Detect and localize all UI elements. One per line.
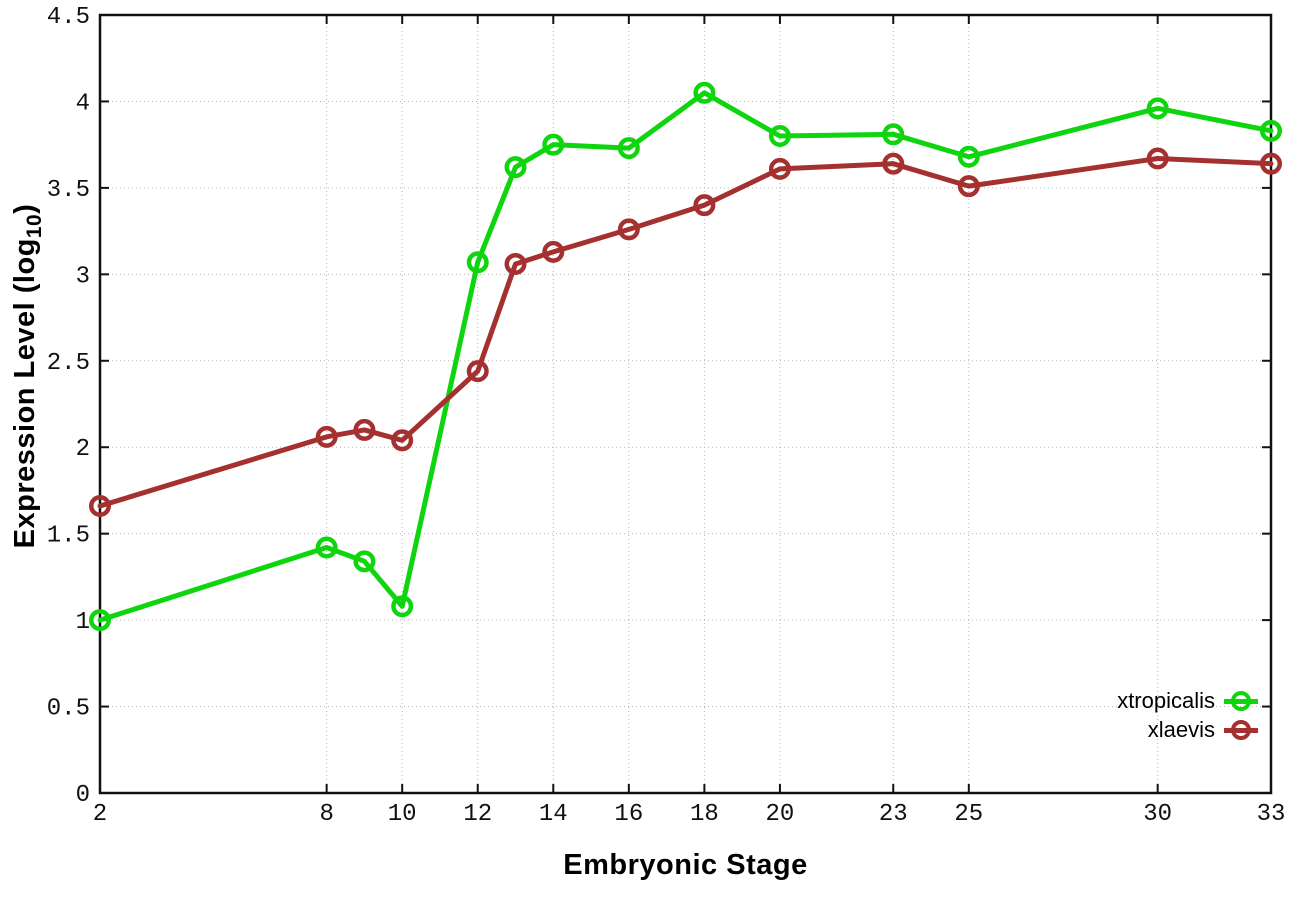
data-point-xlaevis (504, 252, 527, 275)
data-point-xtropicalis (882, 123, 905, 146)
data-point-xlaevis (315, 425, 338, 448)
y-tick-label: 0.5 (47, 696, 90, 723)
data-point-xtropicalis (957, 145, 980, 168)
data-point-xlaevis (617, 218, 640, 241)
legend-sample-xtropicalis (1224, 689, 1258, 713)
x-tick-label: 33 (1257, 801, 1286, 828)
y-tick-label: 0 (76, 782, 90, 809)
data-point-xlaevis (466, 360, 489, 383)
data-point-xtropicalis (1146, 97, 1169, 120)
y-tick-label: 2.5 (47, 350, 90, 377)
series-line-xlaevis (97, 155, 1274, 509)
x-tick-label: 16 (614, 801, 643, 828)
x-tick-label: 2 (93, 801, 107, 828)
x-tick-label: 23 (879, 801, 908, 828)
y-axis-title-close: ) (9, 203, 41, 214)
y-tick-label: 4.5 (47, 4, 90, 31)
y-tick-label: 4 (76, 90, 90, 117)
y-tick-label: 3.5 (47, 177, 90, 204)
x-tick-label: 12 (463, 801, 492, 828)
x-tick-label: 25 (954, 801, 983, 828)
y-axis-title-subscript: 10 (22, 213, 46, 239)
legend-label-xtropicalis: xtropicalis (1117, 688, 1215, 713)
data-point-xtropicalis (1260, 119, 1282, 142)
data-point-xtropicalis (466, 251, 489, 274)
data-point-xtropicalis (315, 536, 338, 559)
x-tick-label: 30 (1143, 801, 1172, 828)
data-point-xlaevis (693, 194, 716, 217)
data-point-xlaevis (768, 157, 791, 180)
x-axis-title: Embryonic Stage (563, 849, 808, 881)
data-point-xtropicalis (693, 81, 716, 104)
series-line-xtropicalis (97, 90, 1274, 623)
x-tick-label: 20 (766, 801, 795, 828)
y-axis-title: Expression Level (log10) (9, 76, 49, 676)
data-point-xlaevis (957, 175, 980, 198)
y-tick-label: 3 (76, 263, 90, 290)
data-point-xtropicalis (89, 609, 111, 632)
data-point-xlaevis (89, 495, 111, 518)
data-point-xtropicalis (353, 550, 376, 573)
y-axis-title-text: Expression Level (log (9, 238, 41, 549)
data-point-xtropicalis (768, 125, 791, 148)
data-point-xtropicalis (617, 137, 640, 160)
y-tick-label: 2 (76, 436, 90, 463)
y-tick-label: 1 (76, 609, 90, 636)
data-point-xtropicalis (542, 133, 565, 156)
legend: xtropicalis xlaevis (1117, 689, 1258, 742)
plot-border (98, 13, 1273, 795)
legend-entry-xtropicalis: xtropicalis (1117, 689, 1258, 713)
data-point-xtropicalis (504, 156, 527, 179)
x-tick-label: 14 (539, 801, 568, 828)
data-point-xlaevis (353, 418, 376, 441)
legend-label-xlaevis: xlaevis (1147, 717, 1215, 742)
legend-sample-xlaevis (1224, 718, 1258, 742)
data-point-xtropicalis (391, 595, 414, 618)
x-tick-label: 18 (690, 801, 719, 828)
data-point-xlaevis (1146, 147, 1169, 170)
data-point-xlaevis (882, 152, 905, 175)
open-circle-marker-icon (1231, 691, 1251, 711)
x-tick-label: 8 (319, 801, 333, 828)
legend-entry-xlaevis: xlaevis (1148, 718, 1258, 742)
x-tick-label: 10 (388, 801, 417, 828)
data-point-xlaevis (391, 429, 414, 452)
data-point-xlaevis (542, 240, 565, 263)
y-tick-label: 1.5 (47, 523, 90, 550)
open-circle-marker-icon (1231, 720, 1251, 740)
data-point-xlaevis (1260, 152, 1282, 175)
